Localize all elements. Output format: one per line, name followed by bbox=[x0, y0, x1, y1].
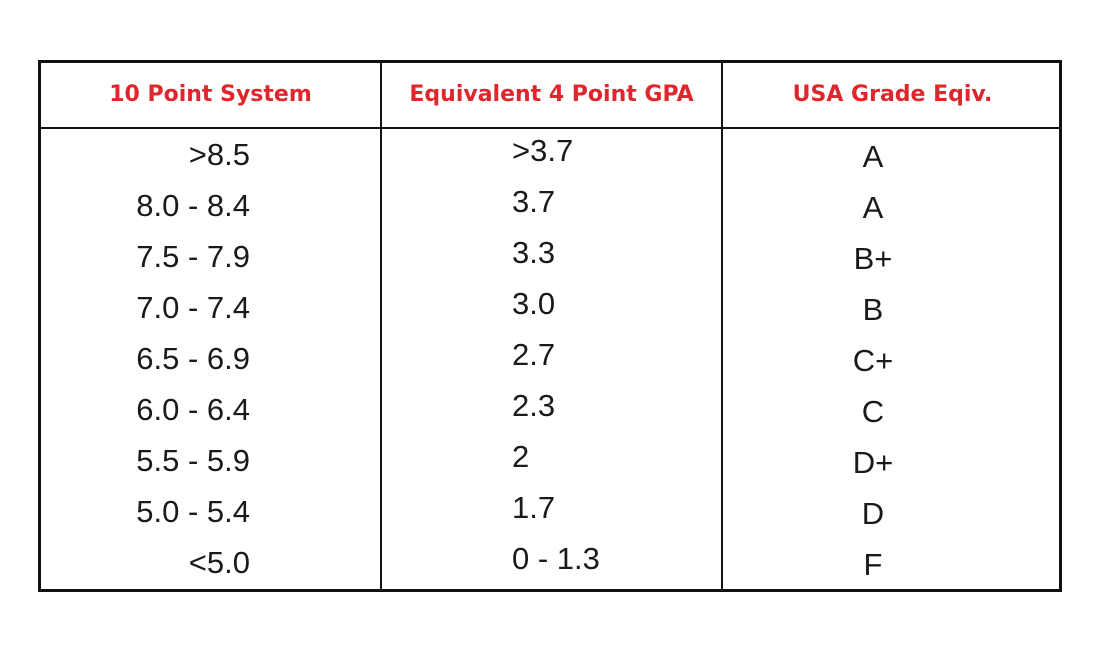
usa-grade-value: C bbox=[861, 394, 885, 429]
ten-point-value: 8.0 - 8.4 bbox=[136, 188, 250, 223]
usa-grade-value: A bbox=[862, 139, 884, 174]
ten-point-cell: 6.0 - 6.4 bbox=[41, 384, 380, 435]
table-row: >8.5 >3.7 A bbox=[41, 129, 1059, 180]
usa-grade-cell: A bbox=[723, 129, 1062, 180]
gpa-cell: 3.7 bbox=[382, 180, 721, 231]
table-row: 7.0 - 7.4 3.0 B bbox=[41, 282, 1059, 333]
ten-point-value: 6.5 - 6.9 bbox=[136, 341, 250, 376]
gpa-value: 2.7 bbox=[512, 337, 556, 372]
usa-grade-cell: B bbox=[723, 282, 1062, 333]
gpa-value: 3.0 bbox=[512, 286, 556, 321]
gpa-value: 2.3 bbox=[512, 388, 556, 423]
usa-grade-cell: B+ bbox=[723, 231, 1062, 282]
header-usa-grade-equivalent: USA Grade Eqiv. bbox=[792, 82, 993, 107]
table-body: >8.5 >3.7 A 8.0 - 8.4 3.7 A 7.5 - 7.9 3.… bbox=[41, 129, 1059, 592]
table-row: 6.0 - 6.4 2.3 C bbox=[41, 384, 1059, 435]
usa-grade-value: A bbox=[862, 190, 884, 225]
ten-point-value: 7.5 - 7.9 bbox=[136, 239, 250, 274]
gpa-cell: 1.7 bbox=[382, 486, 721, 537]
gpa-value: 1.7 bbox=[512, 490, 556, 525]
table-row: 7.5 - 7.9 3.3 B+ bbox=[41, 231, 1059, 282]
gpa-cell: 0 - 1.3 bbox=[382, 537, 721, 588]
table-row: <5.0 0 - 1.3 F bbox=[41, 537, 1059, 588]
usa-grade-value: B bbox=[862, 292, 884, 327]
usa-grade-cell: A bbox=[723, 180, 1062, 231]
ten-point-cell: 8.0 - 8.4 bbox=[41, 180, 380, 231]
usa-grade-cell: C+ bbox=[723, 333, 1062, 384]
usa-grade-cell: D+ bbox=[723, 435, 1062, 486]
ten-point-value: >8.5 bbox=[188, 137, 250, 172]
usa-grade-cell: D bbox=[723, 486, 1062, 537]
usa-grade-cell: C bbox=[723, 384, 1062, 435]
gpa-cell: 2 bbox=[382, 435, 721, 486]
usa-grade-value: B+ bbox=[853, 241, 893, 276]
gpa-value: >3.7 bbox=[512, 133, 574, 168]
usa-grade-value: D+ bbox=[852, 445, 894, 480]
column-divider bbox=[721, 63, 723, 589]
ten-point-cell: >8.5 bbox=[41, 129, 380, 180]
table-row: 6.5 - 6.9 2.7 C+ bbox=[41, 333, 1059, 384]
ten-point-value: <5.0 bbox=[188, 545, 250, 580]
ten-point-cell: 7.5 - 7.9 bbox=[41, 231, 380, 282]
ten-point-cell: 5.0 - 5.4 bbox=[41, 486, 380, 537]
ten-point-cell: 6.5 - 6.9 bbox=[41, 333, 380, 384]
table-row: 8.0 - 8.4 3.7 A bbox=[41, 180, 1059, 231]
ten-point-value: 5.0 - 5.4 bbox=[136, 494, 250, 529]
table-row: 5.5 - 5.9 2 D+ bbox=[41, 435, 1059, 486]
usa-grade-value: F bbox=[863, 547, 883, 582]
table-row: 5.0 - 5.4 1.7 D bbox=[41, 486, 1059, 537]
usa-grade-cell: F bbox=[723, 537, 1062, 588]
gpa-cell: 3.3 bbox=[382, 231, 721, 282]
header-equivalent-4-point-gpa: Equivalent 4 Point GPA bbox=[409, 82, 694, 107]
ten-point-cell: 7.0 - 7.4 bbox=[41, 282, 380, 333]
grade-conversion-table: 10 Point System Equivalent 4 Point GPA U… bbox=[38, 60, 1062, 592]
gpa-cell: 2.7 bbox=[382, 333, 721, 384]
table-header-row: 10 Point System Equivalent 4 Point GPA U… bbox=[41, 63, 1059, 129]
column-divider bbox=[380, 63, 382, 589]
gpa-cell: 3.0 bbox=[382, 282, 721, 333]
gpa-value: 2 bbox=[512, 439, 530, 474]
ten-point-cell: 5.5 - 5.9 bbox=[41, 435, 380, 486]
gpa-value: 3.3 bbox=[512, 235, 556, 270]
usa-grade-value: C+ bbox=[852, 343, 894, 378]
gpa-cell: >3.7 bbox=[382, 129, 721, 180]
usa-grade-value: D bbox=[861, 496, 885, 531]
ten-point-value: 7.0 - 7.4 bbox=[136, 290, 250, 325]
gpa-value: 3.7 bbox=[512, 184, 556, 219]
gpa-cell: 2.3 bbox=[382, 384, 721, 435]
gpa-value: 0 - 1.3 bbox=[512, 541, 600, 576]
ten-point-value: 5.5 - 5.9 bbox=[136, 443, 250, 478]
header-10-point-system: 10 Point System bbox=[109, 82, 312, 107]
ten-point-cell: <5.0 bbox=[41, 537, 380, 588]
ten-point-value: 6.0 - 6.4 bbox=[136, 392, 250, 427]
